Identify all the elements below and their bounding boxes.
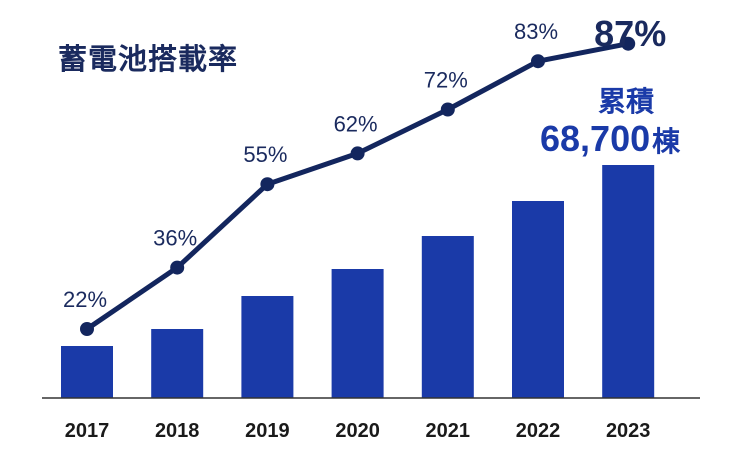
rate-point-2021 (440, 102, 455, 117)
bar-2017 (61, 346, 113, 398)
rate-label-2021: 72% (424, 68, 468, 93)
x-tick-label-2021: 2021 (426, 420, 471, 442)
rate-point-2019 (260, 177, 275, 192)
bar-2018 (151, 329, 204, 398)
cumulative-value-block: 68,700棟 (540, 118, 680, 160)
x-tick-label-2018: 2018 (155, 420, 200, 442)
rate-point-2020 (350, 146, 365, 161)
points-layer (80, 36, 636, 336)
bar-2021 (421, 236, 474, 398)
cumulative-label: 累積 (598, 85, 655, 118)
x-tick-label-2022: 2022 (516, 420, 561, 442)
bar-2020 (331, 269, 384, 398)
rate-label-2022: 83% (514, 19, 558, 44)
rate-label-2023: 87% (594, 13, 666, 54)
x-tick-labels: 2017 2018 2019 2020 2021 2022 2023 (65, 420, 651, 442)
rate-label-2019: 55% (243, 142, 287, 167)
rate-point-2023 (621, 36, 636, 51)
x-tick-label-2020: 2020 (335, 420, 380, 442)
rate-point-2017 (80, 322, 94, 336)
rate-label-2017: 22% (63, 287, 107, 312)
rate-point-2022 (531, 54, 545, 69)
rate-label-2020: 62% (334, 111, 378, 136)
bar-2022 (512, 201, 564, 398)
bar-2019 (241, 296, 294, 398)
rate-point-2018 (170, 260, 185, 275)
cumulative-value: 68,700 (540, 118, 651, 159)
point-labels-layer: 22% 36% 55% 62% 72% 83% 87% (63, 13, 666, 312)
bars-layer (61, 165, 655, 398)
cumulative-unit: 棟 (652, 126, 681, 157)
bar-2023 (602, 165, 655, 398)
x-tick-label-2019: 2019 (245, 420, 290, 442)
rate-label-2018: 36% (153, 226, 197, 251)
x-tick-label-2023: 2023 (606, 420, 651, 442)
chart-title: 蓄電池搭載率 (58, 42, 239, 76)
x-tick-label-2017: 2017 (65, 420, 110, 442)
